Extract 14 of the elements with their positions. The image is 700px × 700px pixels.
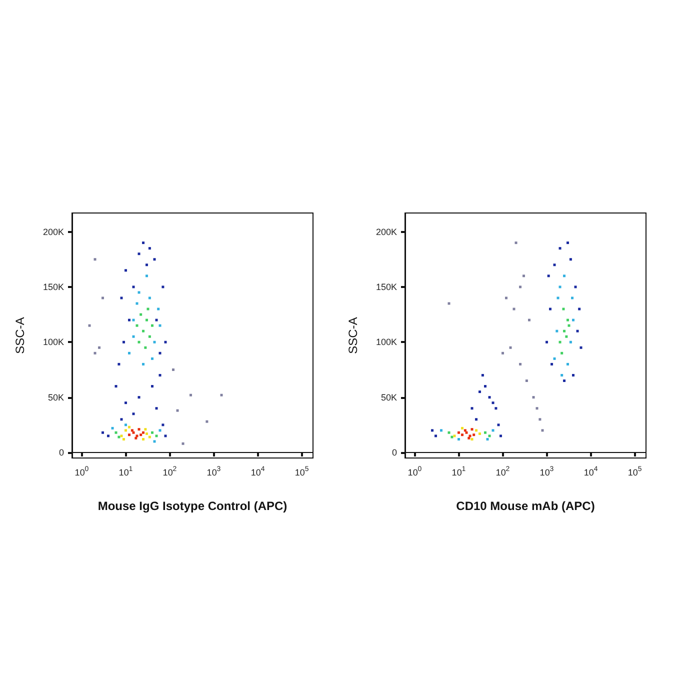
- y-tick-label: 150K: [376, 282, 397, 292]
- y-axis-title: SSC-A: [13, 317, 27, 354]
- y-tick-label: 50K: [380, 392, 397, 402]
- y-tick-label: 150K: [42, 282, 64, 292]
- x-axis-title: CD10 Mouse mAb (APC): [456, 499, 595, 513]
- y-axis-title: SSC-A: [346, 317, 360, 354]
- y-tick-label: 100K: [376, 337, 397, 348]
- y-tick-label: 0: [392, 447, 397, 458]
- y-tick-label: 100K: [42, 337, 64, 348]
- y-tick-label: 200K: [42, 226, 64, 237]
- y-tick-label: 0: [58, 447, 64, 458]
- y-tick-label: 50K: [48, 392, 64, 402]
- x-axis-title: Mouse IgG Isotype Control (APC): [98, 499, 288, 513]
- y-tick-label: 200K: [376, 226, 397, 237]
